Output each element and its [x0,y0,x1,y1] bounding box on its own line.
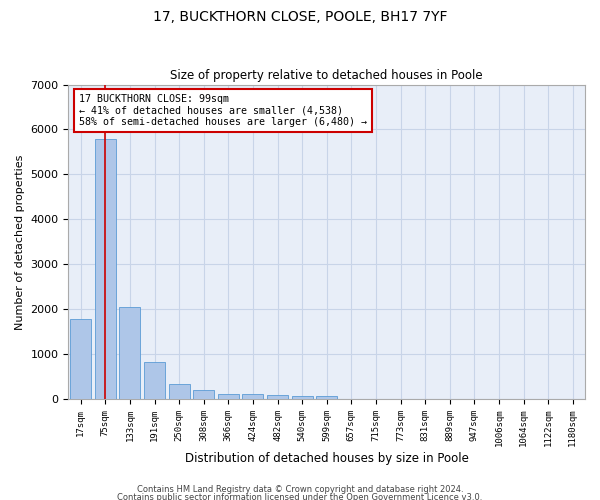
Text: 17, BUCKTHORN CLOSE, POOLE, BH17 7YF: 17, BUCKTHORN CLOSE, POOLE, BH17 7YF [153,10,447,24]
Title: Size of property relative to detached houses in Poole: Size of property relative to detached ho… [170,69,483,82]
Y-axis label: Number of detached properties: Number of detached properties [15,154,25,330]
Bar [70,319,91,399]
Bar [292,396,313,399]
Bar [193,390,214,399]
Bar [95,140,116,399]
Bar [144,362,165,399]
Text: Contains HM Land Registry data © Crown copyright and database right 2024.: Contains HM Land Registry data © Crown c… [137,485,463,494]
Bar [267,395,288,399]
Text: 17 BUCKTHORN CLOSE: 99sqm
← 41% of detached houses are smaller (4,538)
58% of se: 17 BUCKTHORN CLOSE: 99sqm ← 41% of detac… [79,94,367,127]
Text: Contains public sector information licensed under the Open Government Licence v3: Contains public sector information licen… [118,494,482,500]
Bar [242,394,263,399]
Bar [169,384,190,399]
X-axis label: Distribution of detached houses by size in Poole: Distribution of detached houses by size … [185,452,469,465]
Bar [316,396,337,399]
Bar [119,306,140,399]
Bar [218,394,239,399]
